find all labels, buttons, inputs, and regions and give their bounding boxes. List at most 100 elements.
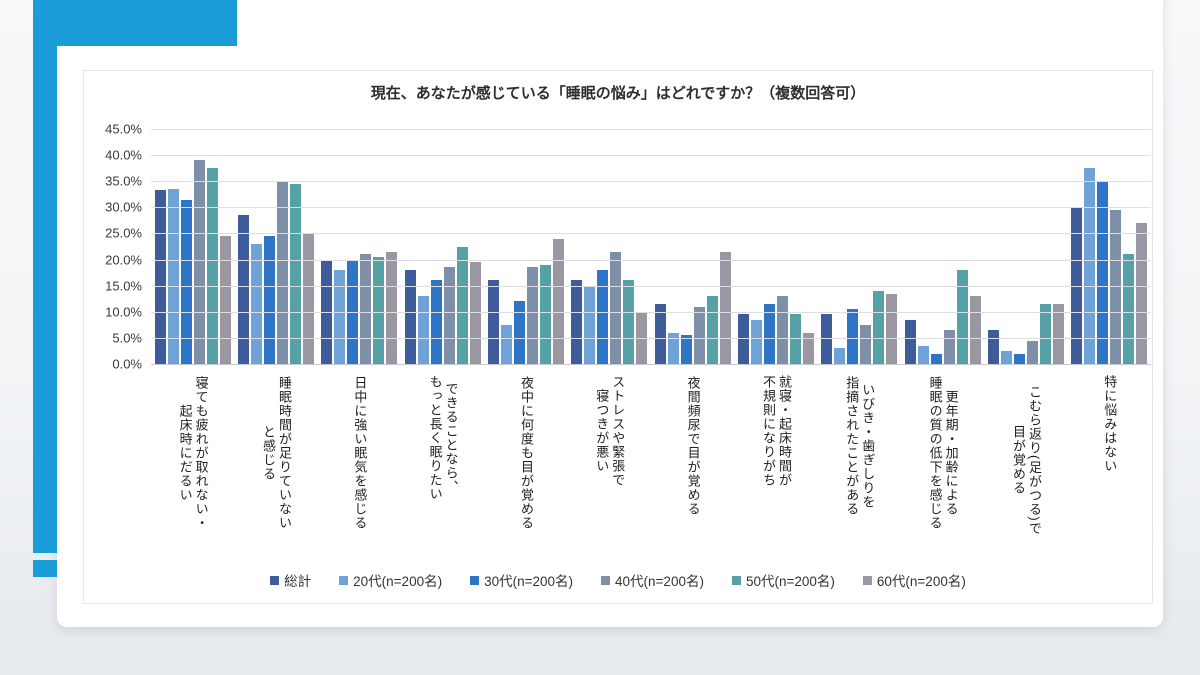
category-label-line: もっと長く眠りたい [427, 375, 443, 502]
bar [1000, 350, 1012, 364]
gridline: 45.0% [105, 122, 1151, 137]
bar [1013, 353, 1025, 364]
category-label-cell: 日中に強い眠気を感じる [318, 371, 401, 549]
bar-group [901, 129, 984, 364]
bar [789, 314, 801, 364]
y-tick-label: 25.0% [105, 225, 142, 241]
bar [706, 296, 718, 364]
bar [302, 233, 314, 364]
gridline: 0.0% [112, 357, 1151, 372]
bar [276, 181, 288, 364]
bar [987, 330, 999, 364]
bar [956, 270, 968, 364]
category-label: こむら返り(足がつる)で 目が覚める [1010, 371, 1042, 549]
gridline: 10.0% [105, 304, 1151, 319]
category-label-line: ストレスや緊張で [610, 375, 626, 487]
bar [206, 168, 218, 364]
bar [1136, 223, 1148, 364]
category-label-line: 寝つきが悪い [594, 389, 610, 473]
gridline: 35.0% [105, 174, 1151, 189]
legend-item: 総計 [270, 570, 311, 590]
bar [623, 280, 635, 364]
legend-item: 40代(n=200名) [601, 570, 704, 590]
category-label-line: 睡眠時間が足りていない [276, 375, 292, 530]
gridline: 20.0% [105, 252, 1151, 267]
gridline: 5.0% [112, 330, 1151, 345]
bar [917, 345, 929, 364]
bar [802, 332, 814, 364]
category-label-cell: 特に悩みはない [1068, 371, 1151, 549]
bar [263, 236, 275, 364]
bar [219, 236, 231, 364]
category-label-line: と感じる [260, 424, 276, 481]
bar [693, 306, 705, 364]
bar [834, 348, 846, 364]
legend-swatch [862, 575, 872, 585]
category-label-line: 不規則になりがち [760, 375, 776, 487]
y-tick-label: 45.0% [105, 121, 142, 137]
bar [167, 189, 179, 364]
bar [237, 215, 249, 364]
bar [180, 199, 192, 364]
category-label-line: 日中に強い眠気を感じる [352, 375, 368, 530]
category-label: 日中に強い眠気を感じる [351, 371, 367, 535]
legend-label: 50代(n=200名) [745, 574, 835, 589]
bar [1039, 303, 1051, 364]
legend-item: 20代(n=200名) [339, 570, 442, 590]
legend-item: 60代(n=200名) [862, 570, 966, 590]
bar [334, 270, 346, 364]
bar [873, 290, 885, 364]
bar-group [734, 129, 817, 364]
bar-group [484, 129, 567, 364]
category-label-line: 起床時にだるい [177, 403, 193, 502]
bar [154, 190, 166, 364]
y-tick-label: 40.0% [105, 147, 142, 163]
category-label-cell: いびき・歯ぎしりを 指摘されたことがある [818, 371, 901, 549]
category-label: いびき・歯ぎしりを 指摘されたことがある [843, 371, 875, 520]
category-label-line: 更年期・加齢による [943, 389, 959, 516]
bar [404, 270, 416, 364]
bar-group [401, 129, 484, 364]
bar [469, 262, 481, 364]
category-label: 更年期・加齢による 睡眠の質の低下を感じる [927, 371, 959, 535]
category-label-line: こむら返り(足がつる)で [1026, 384, 1042, 536]
bar [1084, 168, 1096, 364]
bar [763, 303, 775, 364]
bar [860, 324, 872, 364]
bar [500, 324, 512, 364]
legend-swatch [470, 575, 480, 585]
category-label-line: 寝ても疲れが取れない・ [193, 375, 209, 530]
bar [1052, 303, 1064, 364]
chart-card: 現在、あなたが感じている「睡眠の悩み」はどれですか？（複数回答可） 寝ても疲れが… [57, 0, 1163, 627]
bar-group [568, 129, 651, 364]
legend-label: 20代(n=200名) [353, 574, 443, 589]
bar [552, 238, 564, 364]
category-label-line: 睡眠の質の低下を感じる [927, 375, 943, 530]
bar [969, 296, 981, 364]
bar [750, 319, 762, 364]
category-label-cell: 睡眠時間が足りていない と感じる [234, 371, 317, 549]
bar [680, 335, 692, 364]
category-label: 特に悩みはない [1101, 371, 1117, 477]
bar [904, 319, 916, 364]
category-label: 寝ても疲れが取れない・ 起床時にだるい [177, 371, 209, 535]
bar-group [151, 129, 234, 364]
bar-group [818, 129, 901, 364]
category-label: 夜間頻尿で目が覚める [685, 371, 701, 520]
y-tick-label: 0.0% [112, 356, 142, 372]
y-tick-label: 30.0% [105, 199, 142, 215]
bar [930, 353, 942, 364]
bar [513, 301, 525, 364]
gridline: 15.0% [105, 278, 1151, 293]
bar [847, 309, 859, 364]
category-label-line: 特に悩みはない [1102, 374, 1118, 473]
legend-swatch [731, 575, 741, 585]
legend-swatch [339, 575, 349, 585]
legend-label: 60代(n=200名) [876, 574, 966, 589]
bar [539, 264, 551, 364]
category-label-cell: できることなら、 もっと長く眠りたい [401, 371, 484, 549]
x-axis-labels: 寝ても疲れが取れない・ 起床時にだるい 睡眠時間が足りていない と感じる 日中に強い眠気… [151, 371, 1151, 549]
plot-area: 寝ても疲れが取れない・ 起床時にだるい 睡眠時間が足りていない と感じる 日中に強い眠気… [105, 122, 1151, 535]
y-tick-label: 35.0% [105, 173, 142, 189]
category-label: ストレスや緊張で 寝つきが悪い [593, 371, 625, 491]
